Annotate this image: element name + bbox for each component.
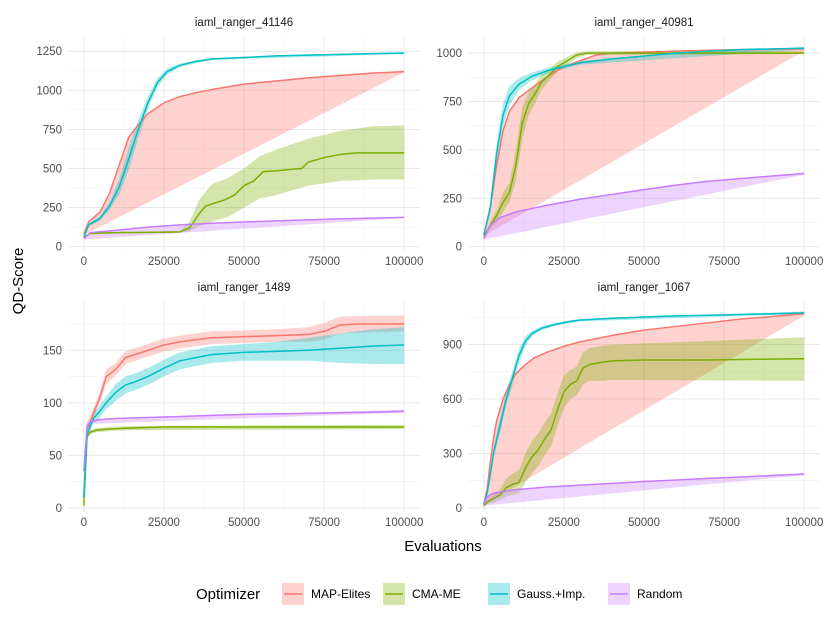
plot-area: [483, 311, 805, 507]
x-tick-label: 0: [81, 517, 87, 529]
panel-iaml_ranger_40981: 0 25000 50000 75000 100000 0 250 500 750 1000 iaml…: [436, 17, 823, 268]
band-Random: [483, 472, 805, 506]
y-tick-label: 0: [456, 503, 462, 515]
y-tick-label: 600: [443, 394, 462, 406]
x-tick-label: 100000: [385, 256, 423, 268]
plot-area: [483, 46, 805, 240]
legend-item-CMA-ME: CMA-ME: [383, 583, 461, 605]
grid: [68, 302, 420, 512]
y-tick-label: 250: [443, 193, 462, 205]
band-MAP-Elites: [483, 47, 805, 237]
x-tick-label: 100000: [785, 517, 823, 529]
legend-label: Gauss.+Imp.: [517, 587, 585, 601]
band-Random: [83, 216, 405, 240]
y-tick-label: 0: [56, 242, 62, 254]
panels: 0 25000 50000 75000 100000025050075010001250…: [36, 17, 823, 529]
x-tick-label: 0: [481, 517, 487, 529]
line-CMA-ME: [483, 52, 805, 238]
legend-item-Gauss.+Imp.: Gauss.+Imp.: [488, 583, 585, 605]
legend-label: Random: [637, 587, 682, 601]
y-tick-label: 500: [443, 145, 462, 157]
band-CMA-ME: [483, 337, 805, 507]
legend-label: CMA-ME: [412, 587, 461, 601]
line-Gauss.+Imp.: [83, 344, 405, 498]
line-MAP-Elites: [483, 48, 805, 236]
x-axis-title: Evaluations: [404, 538, 482, 555]
legend: Optimizer MAP-Elites CMA-ME Gauss.+Imp. Ran…: [196, 583, 682, 605]
line-Gauss.+Imp.: [483, 47, 805, 236]
line-CMA-ME: [83, 426, 405, 506]
panel-title: iaml_ranger_40981: [594, 17, 693, 29]
y-tick-label: 250: [43, 203, 62, 215]
y-tick-label: 0: [456, 242, 462, 254]
x-tick-label: 75000: [308, 517, 340, 529]
y-tick-label: 750: [43, 124, 62, 136]
x-tick-label: 50000: [628, 256, 660, 268]
x-tick-label: 75000: [708, 256, 740, 268]
line-Random: [483, 172, 805, 240]
x-tick-label: 25000: [548, 517, 580, 529]
x-tick-label: 25000: [148, 517, 180, 529]
y-tick-label: 750: [443, 97, 462, 109]
line-MAP-Elites: [483, 312, 805, 505]
y-tick-label: 500: [43, 164, 62, 176]
line-CMA-ME: [83, 152, 405, 238]
y-tick-label: 1250: [36, 46, 62, 58]
plot-area: [83, 52, 405, 240]
band-MAP-Elites: [83, 70, 405, 235]
x-tick-label: 75000: [308, 256, 340, 268]
x-tick-label: 0: [81, 256, 87, 268]
line-Random: [83, 216, 405, 240]
legend-item-MAP-Elites: MAP-Elites: [282, 583, 370, 605]
x-tick-label: 50000: [228, 517, 260, 529]
band-Random: [483, 172, 805, 240]
panel-title: iaml_ranger_1489: [198, 282, 291, 294]
panel-title: iaml_ranger_1067: [598, 282, 691, 294]
line-CMA-ME: [483, 357, 805, 507]
line-Random: [83, 410, 405, 472]
line-Gauss.+Imp.: [483, 312, 805, 505]
x-tick-label: 25000: [148, 256, 180, 268]
legend-items: MAP-Elites CMA-ME Gauss.+Imp. Random: [282, 583, 682, 605]
line-Gauss.+Imp.: [83, 52, 405, 238]
line-Random: [483, 473, 805, 506]
y-tick-label: 150: [43, 345, 62, 357]
y-tick-label: 0: [56, 503, 62, 515]
y-axis-title: QD-Score: [10, 248, 27, 315]
line-MAP-Elites: [83, 323, 405, 498]
y-tick-label: 100: [43, 398, 62, 410]
panel-iaml_ranger_1067: 0 25000 50000 75000 100000 0 300 600 900 iaml_ran…: [443, 282, 824, 529]
y-tick-label: 300: [443, 448, 462, 460]
legend-title: Optimizer: [196, 586, 260, 603]
x-tick-label: 50000: [228, 256, 260, 268]
legend-label: MAP-Elites: [311, 587, 370, 601]
x-tick-label: 100000: [785, 256, 823, 268]
panel-iaml_ranger_1489: 0 25000 50000 75000 100000 0 50 100 150 iaml_rang…: [43, 282, 424, 529]
legend-item-Random: Random: [608, 583, 682, 605]
band-Gauss.+Imp.: [83, 327, 405, 500]
x-tick-label: 25000: [548, 256, 580, 268]
x-tick-label: 0: [481, 256, 487, 268]
line-MAP-Elites: [83, 70, 405, 235]
band-CMA-ME: [83, 125, 405, 239]
x-tick-label: 100000: [385, 517, 423, 529]
grid: [68, 37, 420, 251]
y-tick-label: 1000: [436, 48, 462, 60]
plot-area: [83, 315, 405, 507]
grid: [468, 302, 820, 512]
x-tick-label: 50000: [628, 517, 660, 529]
y-tick-label: 1000: [36, 85, 62, 97]
panel-title: iaml_ranger_41146: [195, 17, 293, 29]
x-tick-label: 75000: [708, 517, 740, 529]
y-tick-label: 900: [443, 340, 462, 352]
panel-iaml_ranger_41146: 0 25000 50000 75000 100000 0 250 500 750 1000 1250…: [36, 17, 423, 268]
y-tick-label: 50: [49, 450, 62, 462]
